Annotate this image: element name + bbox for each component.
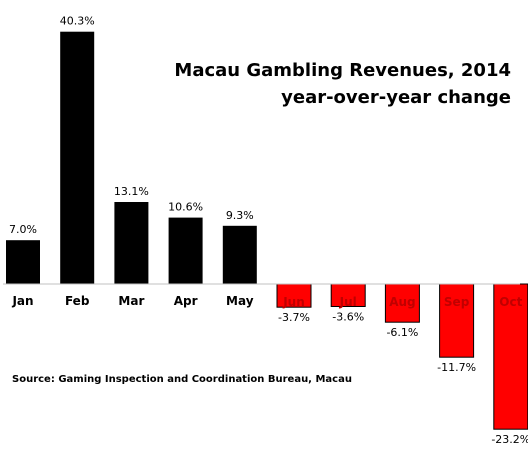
chart-subtitle: year-over-year change (281, 87, 511, 108)
category-label-jan: Jan (11, 294, 33, 308)
category-label-jun: Jun (282, 295, 305, 309)
value-labels: 7.0% 40.3% 13.1% 10.6% 9.3% -3.7% -3.6% -6.1% -1… (9, 15, 528, 447)
category-label-sep: Sep (444, 295, 470, 309)
bar-may (222, 225, 257, 284)
bar-feb (60, 31, 95, 285)
category-label-mar: Mar (118, 294, 144, 308)
category-label-may: May (226, 294, 254, 308)
bars-layer (6, 31, 528, 430)
value-label-oct: -23.2% (491, 433, 528, 446)
category-label-feb: Feb (65, 294, 90, 308)
category-labels: Jan Feb Mar Apr May Jun Jul Aug Sep Oct (11, 294, 522, 309)
value-label-apr: 10.6% (168, 201, 203, 214)
value-label-jun: -3.7% (278, 311, 310, 324)
bar-apr (168, 217, 203, 284)
chart-title: Macau Gambling Revenues, 2014 (174, 60, 511, 81)
category-label-oct: Oct (499, 295, 522, 309)
value-label-jan: 7.0% (9, 223, 37, 236)
category-label-jul: Jul (339, 295, 357, 309)
value-label-jul: -3.6% (332, 311, 364, 324)
bar-sep (439, 283, 475, 358)
value-label-mar: 13.1% (114, 185, 149, 198)
value-label-feb: 40.3% (60, 15, 95, 28)
bar-jan (6, 240, 40, 284)
value-label-sep: -11.7% (437, 361, 476, 374)
source-note: Source: Gaming Inspection and Coordinati… (12, 374, 352, 385)
value-label-may: 9.3% (226, 209, 254, 222)
category-label-apr: Apr (174, 294, 198, 308)
value-label-aug: -6.1% (386, 326, 418, 339)
bar-mar (114, 202, 149, 284)
category-label-aug: Aug (389, 295, 415, 309)
